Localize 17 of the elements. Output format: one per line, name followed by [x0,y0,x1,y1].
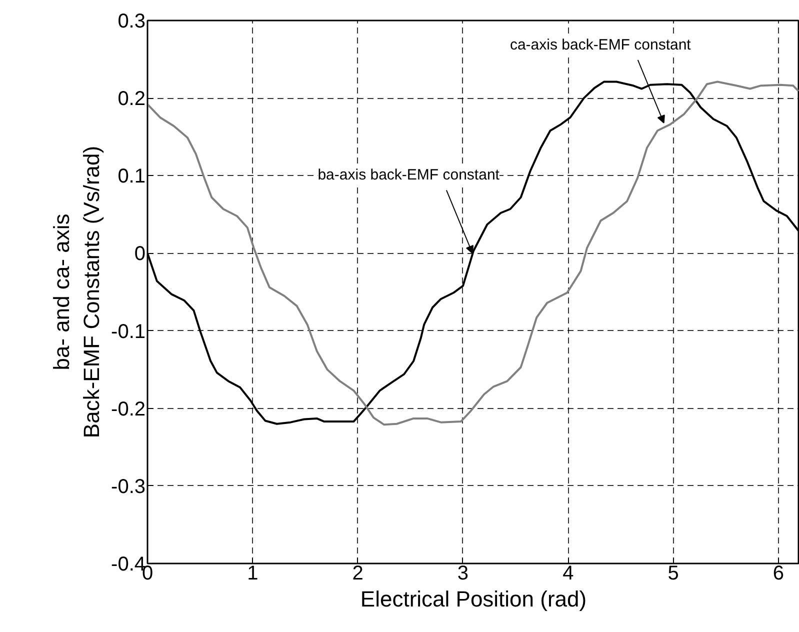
y-tick-label: 0.3 [118,10,146,32]
x-tick-label: 6 [772,562,784,584]
annotation: ca-axis back-EMF constant [510,36,692,54]
y-axis-title: ba- and ca- axis Back-EMF Constants (Vs/rad) [49,146,104,438]
y-tick-label: -0.3 [111,476,146,498]
x-axis-title: Electrical Position (rad) [360,586,587,612]
y-tick-label: -0.1 [111,320,146,343]
x-tick-label: 2 [352,562,364,584]
y-tick-label: -0.2 [111,398,146,420]
x-tick-label: 1 [247,562,258,584]
x-tick-label: 4 [562,562,574,584]
annotation: ba-axis back-EMF constant [318,166,500,184]
x-tick-label: 3 [457,562,469,584]
y-tick-label: 0.2 [118,88,146,110]
x-tick-label: 5 [668,562,679,584]
y-tick-label: 0 [134,243,146,266]
y-tick-label: 0.1 [118,166,146,188]
